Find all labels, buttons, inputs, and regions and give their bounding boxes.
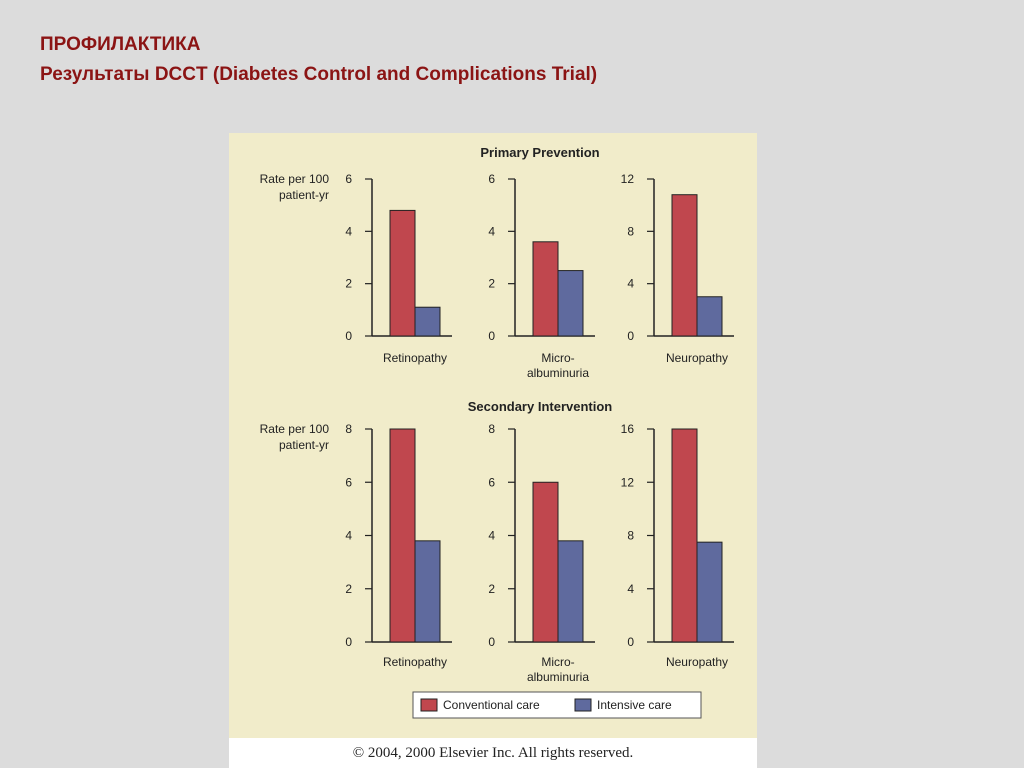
y-tick-label: 0 [488, 329, 495, 343]
bar-conventional-care [671, 428, 698, 643]
y-tick-label: 0 [488, 635, 495, 649]
dcct-bar-charts: Primary Prevention Rate per 100 patient-yr… [260, 145, 734, 719]
bar-intensive-care [557, 270, 584, 337]
y-tick-label: 8 [627, 224, 634, 238]
y-tick-label: 4 [488, 224, 495, 238]
category-label: albuminuria [527, 670, 589, 684]
legend-swatch [574, 698, 592, 712]
y-tick-label: 0 [345, 329, 352, 343]
y-axis-label: patient-yr [279, 438, 329, 452]
slide-title: ПРОФИЛАКТИКА Результаты DCCT (Diabetes C… [40, 30, 597, 90]
bar-intensive-care [696, 541, 723, 643]
y-tick-label: 2 [345, 582, 352, 596]
copyright-notice: © 2004, 2000 Elsevier Inc. All rights re… [229, 738, 757, 768]
bar-conventional-care [671, 194, 698, 337]
y-axis-label: Rate per 100 [260, 172, 330, 186]
y-tick-label: 6 [488, 172, 495, 186]
y-tick-label: 12 [621, 172, 635, 186]
y-tick-label: 4 [345, 529, 352, 543]
category-label: Micro- [541, 655, 574, 669]
category-label: Retinopathy [383, 351, 447, 365]
dcct-figure: Primary Prevention Rate per 100 patient-yr… [229, 133, 757, 768]
y-tick-label: 0 [627, 635, 634, 649]
y-tick-label: 12 [621, 475, 635, 489]
legend-swatch [420, 698, 438, 712]
bar-intensive-care [414, 540, 441, 643]
y-axis-label: patient-yr [279, 188, 329, 202]
bar-intensive-care [696, 296, 723, 337]
y-tick-label: 6 [345, 172, 352, 186]
y-tick-label: 2 [488, 277, 495, 291]
bar-conventional-care [389, 428, 416, 643]
bar-conventional-care [389, 209, 416, 337]
legend-box [412, 691, 702, 719]
y-tick-label: 4 [488, 529, 495, 543]
category-label: Neuropathy [666, 351, 728, 365]
slide-title-line-1: ПРОФИЛАКТИКА [40, 34, 201, 55]
y-tick-label: 6 [345, 475, 352, 489]
bar-conventional-care [532, 241, 559, 337]
section-title: Primary Prevention [480, 145, 599, 160]
slide-title-line-2: Результаты DCCT (Diabetes Control and Co… [40, 64, 598, 85]
category-label: Retinopathy [383, 655, 447, 669]
y-tick-label: 8 [345, 422, 352, 436]
y-tick-label: 4 [627, 277, 634, 291]
y-tick-label: 0 [627, 329, 634, 343]
y-tick-label: 6 [488, 475, 495, 489]
category-label: Micro- [541, 351, 574, 365]
y-tick-label: 8 [627, 529, 634, 543]
y-tick-label: 2 [345, 277, 352, 291]
y-tick-label: 2 [488, 582, 495, 596]
bar-conventional-care [532, 481, 559, 643]
bar-intensive-care [557, 540, 584, 643]
y-tick-label: 4 [345, 224, 352, 238]
y-tick-label: 0 [345, 635, 352, 649]
y-axis-label: Rate per 100 [260, 422, 330, 436]
bar-intensive-care [414, 306, 441, 337]
section-title: Secondary Intervention [468, 399, 613, 414]
category-label: Neuropathy [666, 655, 728, 669]
legend-label: Conventional care [443, 698, 540, 712]
y-tick-label: 4 [627, 582, 634, 596]
y-tick-label: 8 [488, 422, 495, 436]
category-label: albuminuria [527, 366, 589, 380]
y-tick-label: 16 [621, 422, 635, 436]
legend-label: Intensive care [597, 698, 672, 712]
